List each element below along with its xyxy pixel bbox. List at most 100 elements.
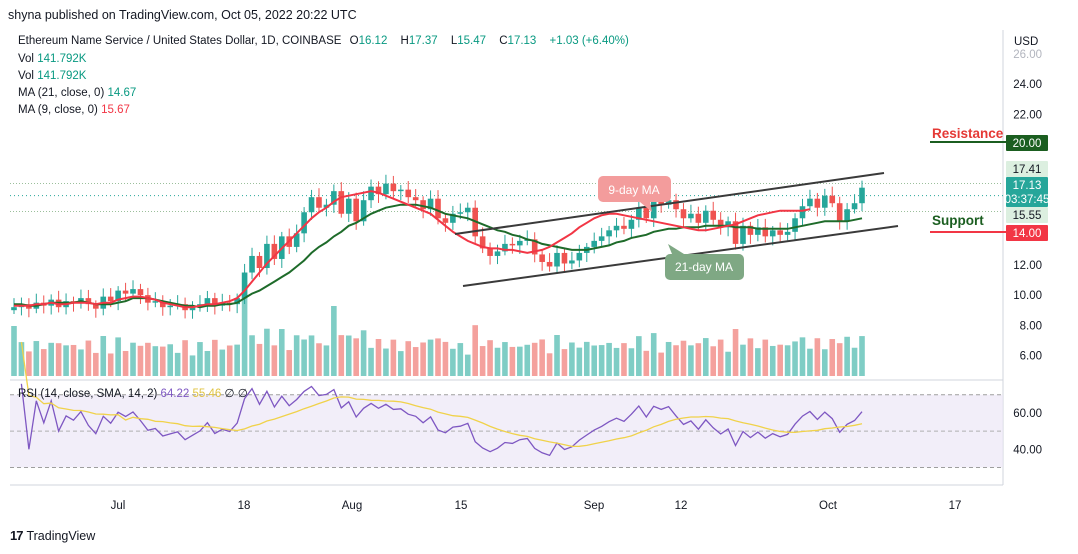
candle-body [234,298,240,305]
candle-body [517,240,523,246]
volume-bar [152,346,159,376]
volume-bar [93,352,99,376]
volume-bar [189,355,196,376]
candle-body [658,201,664,205]
candle-body [375,186,382,195]
candle-body [390,183,397,192]
open-value: 16.12 [358,35,388,47]
candle-body [628,219,635,229]
volume-bar [702,338,709,376]
volume-bar [226,345,233,376]
candle-body [383,183,389,195]
candle-body [740,225,746,244]
volume-bar [628,348,635,376]
volume-bar [836,343,843,376]
candle-body [636,207,642,220]
volume-bar [167,344,174,376]
volume-bar [241,294,248,376]
volume-bar [63,345,69,376]
resistance-badge-box [1006,135,1048,151]
volume-bar [524,344,531,376]
candle-body [442,218,449,223]
volume-bar [323,345,330,376]
volume-bar [145,342,151,376]
candle-body [412,197,419,201]
candle-body [420,200,426,210]
high-badge-text: 17.41 [1013,164,1042,176]
time-tick-label: 15 [455,500,468,512]
candle-body [405,189,412,198]
candle-body [769,230,776,237]
candle-body [360,200,367,222]
ma21-tag-pointer [668,244,684,254]
candle-body [457,212,464,214]
volume-bar [197,342,203,376]
tradingview-footer[interactable]: 17 TradingView [10,528,95,543]
volume-bar [122,350,129,376]
volume-bar [78,349,84,376]
candle-body [673,200,679,210]
volume-bar [576,347,583,376]
candle-body [606,230,612,237]
candle-body [85,298,92,305]
volume-bar [308,335,315,376]
candle-body [665,200,672,205]
candle-body [755,227,761,235]
volume-bar [591,345,598,376]
volume-bar [338,335,345,376]
candle-body [814,198,821,208]
volume-bar [11,326,17,376]
candle-body [569,260,575,264]
volume-bar [33,341,40,376]
volume-bar [450,348,456,376]
volume-bar [293,335,300,376]
price-tick-label: 12.00 [1013,260,1042,272]
volume-bar [353,338,359,376]
volume-bar [331,306,337,376]
candle-body [494,251,501,256]
volume-bar [621,343,627,376]
volume-bar [301,339,307,376]
candle-body [450,213,456,223]
candle-body [345,198,352,214]
volume-bar [18,342,25,376]
candle-body [710,210,717,220]
candle-body [323,204,330,208]
candle-body [398,189,404,192]
rsi-line [20,383,863,457]
time-tick-label: 12 [675,500,688,512]
volume-bar [55,343,62,376]
candle-body [479,236,486,249]
volume-bar [539,339,545,376]
candle-body [851,203,858,210]
volume-bar [472,325,478,376]
candle-body [152,301,159,303]
volume-bar [286,350,293,376]
volume-bar [799,337,806,376]
volume-bar [383,348,389,376]
volume-bar [784,345,791,376]
volume-bar [249,335,255,376]
volume-bar [859,336,865,376]
volume-bar [769,345,776,376]
volume-bar [792,341,798,376]
candle-body [137,289,144,296]
volume-bar [606,342,612,376]
volume-bar [598,345,605,376]
candle-body [353,198,359,222]
volume-bar [405,341,412,376]
price-tick-label: 10.00 [1013,290,1042,302]
volume-bar [360,330,367,376]
volume-bar [777,344,783,376]
price-tick-label: 26.00 [1013,49,1042,61]
time-tick-label: 17 [949,500,962,512]
candle-body [799,206,806,219]
volume-bar [345,335,352,376]
candle-body [93,304,99,309]
volume-bar [115,337,121,376]
time-tick-label: Aug [342,500,362,512]
candle-body [777,230,783,235]
volume-bar [100,336,107,376]
volume-bar [710,346,717,376]
